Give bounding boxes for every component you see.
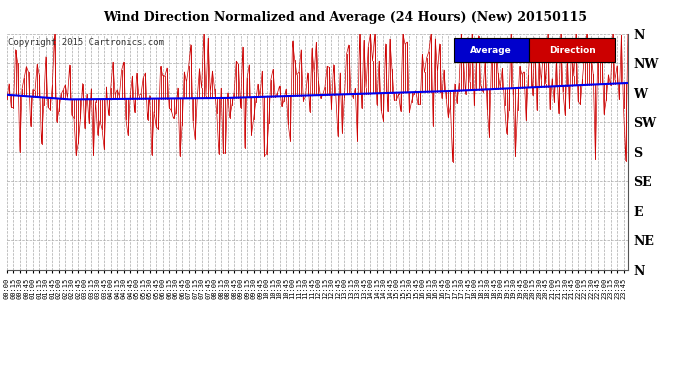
Text: Direction: Direction: [549, 46, 595, 55]
Text: Average: Average: [471, 46, 512, 55]
Bar: [529, 39, 615, 62]
Text: Copyright 2015 Cartronics.com: Copyright 2015 Cartronics.com: [8, 39, 164, 48]
Text: Wind Direction Normalized and Average (24 Hours) (New) 20150115: Wind Direction Normalized and Average (2…: [103, 11, 587, 24]
Bar: [454, 39, 529, 62]
